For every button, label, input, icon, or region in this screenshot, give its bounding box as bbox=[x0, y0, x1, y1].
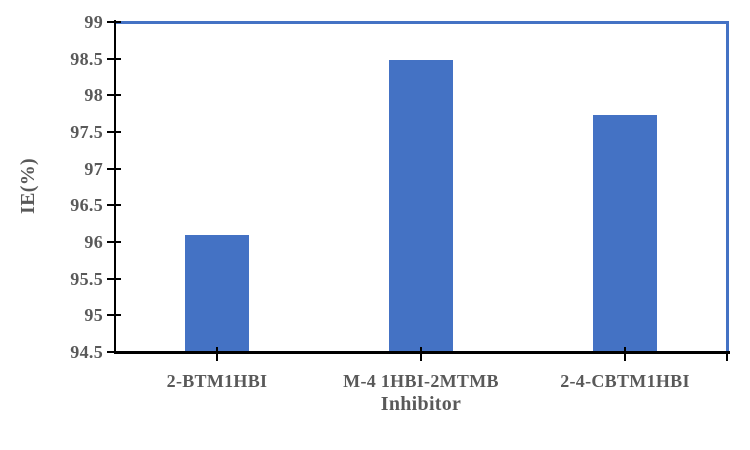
y-tick-label: 97.5 bbox=[70, 122, 103, 142]
x-tick-label: 2-4-CBTM1HBI bbox=[560, 371, 690, 391]
bar bbox=[593, 115, 657, 352]
y-tick-label: 96.5 bbox=[70, 195, 103, 216]
x-tick-label: 2-BTM1HBI bbox=[166, 371, 268, 391]
y-tick-label: 99 bbox=[84, 12, 103, 32]
y-axis-line bbox=[114, 20, 116, 353]
y-tick-label: 96 bbox=[84, 232, 103, 252]
y-tick-label: 98.5 bbox=[70, 48, 103, 69]
x-tick bbox=[624, 347, 626, 361]
x-tick bbox=[420, 347, 422, 361]
y-tick-label: 97 bbox=[84, 158, 103, 179]
x-tick bbox=[726, 352, 728, 361]
y-tick-label: 95 bbox=[84, 305, 103, 326]
x-tick bbox=[216, 347, 218, 361]
y-tick-label: 95.5 bbox=[70, 268, 103, 289]
bar bbox=[185, 234, 249, 352]
x-tick-label: M-4 1HBI-2MTMB bbox=[343, 371, 499, 391]
y-tick-label: 94.5 bbox=[70, 342, 103, 362]
bar bbox=[389, 60, 453, 352]
x-axis-title: Inhibitor bbox=[380, 393, 462, 415]
x-axis-line bbox=[114, 351, 730, 354]
plot-border-right bbox=[725, 20, 729, 352]
plot-border-top bbox=[115, 20, 729, 24]
y-tick-label: 98 bbox=[84, 85, 103, 106]
